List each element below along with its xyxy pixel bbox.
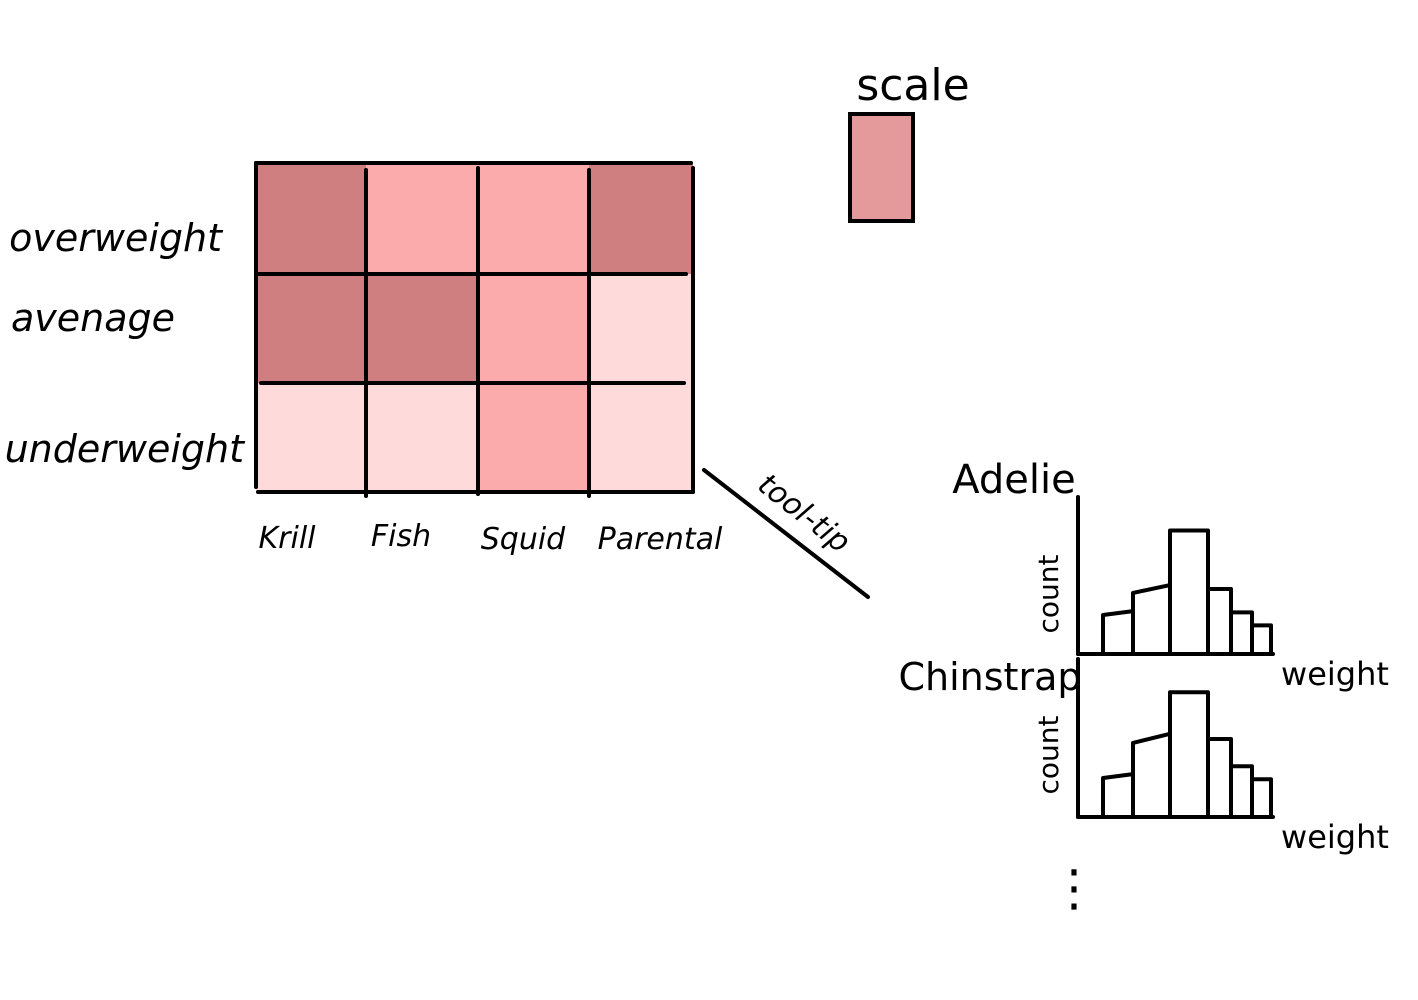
histogram-bar (1250, 623, 1273, 656)
scale-label: scale (856, 60, 969, 111)
histogram-xlabel-chinstrap: weight (1281, 818, 1389, 856)
heatmap: overweight avenage underweight Krill Fis… (5, 161, 723, 557)
col-label-fish: Fish (371, 519, 431, 554)
heatmap-cell-avenage-squid[interactable] (478, 274, 589, 383)
histogram-xlabel-adelie: weight (1281, 655, 1389, 693)
scale-legend: scale (848, 60, 970, 223)
heatmap-cell-avenage-parental[interactable] (589, 274, 693, 383)
histogram-bar (1206, 587, 1233, 656)
histogram-adelie: Adelie count weight (952, 457, 1389, 693)
heatmap-cell-overweight-parental[interactable] (589, 163, 693, 274)
tooltip-pointer-line (702, 468, 870, 599)
histogram-title-chinstrap: Chinstrap (899, 655, 1082, 699)
col-label-squid: Squid (481, 522, 566, 557)
scale-swatch (848, 112, 915, 223)
histogram-bar (1168, 690, 1210, 819)
row-label-average: avenage (11, 296, 175, 340)
histogram-chinstrap: Chinstrap count weight (899, 655, 1389, 856)
histogram-bar (1206, 737, 1233, 819)
histogram-bar (1168, 528, 1210, 656)
heatmap-cell-underweight-squid[interactable] (478, 383, 589, 492)
histogram-title-adelie: Adelie (952, 457, 1076, 503)
heatmap-cell-overweight-krill[interactable] (256, 163, 366, 274)
histogram-bar (1101, 609, 1135, 656)
heatmap-cell-overweight-squid[interactable] (478, 163, 589, 274)
histogram-bar (1229, 610, 1254, 656)
histogram-bar (1229, 764, 1254, 819)
heatmap-cell-underweight-parental[interactable] (589, 383, 693, 492)
more-items-ellipsis: ⋮ (1049, 859, 1099, 917)
row-label-underweight: underweight (5, 427, 247, 471)
histogram-bar (1131, 583, 1172, 656)
tooltip-annotation: tool-tip (702, 467, 870, 599)
histogram-bar (1250, 777, 1273, 819)
histogram-bar (1131, 731, 1172, 819)
heatmap-cell-avenage-krill[interactable] (256, 274, 366, 383)
row-label-overweight: overweight (9, 216, 224, 260)
heatmap-cell-underweight-fish[interactable] (366, 383, 478, 492)
col-label-krill: Krill (258, 521, 316, 556)
histogram-ylabel-chinstrap: count (1032, 715, 1065, 794)
heatmap-cell-underweight-krill[interactable] (256, 383, 366, 492)
col-label-parental: Parental (598, 522, 723, 557)
histogram-ylabel-adelie: count (1032, 554, 1065, 633)
heatmap-cell-overweight-fish[interactable] (366, 163, 478, 274)
heatmap-cell-avenage-fish[interactable] (366, 274, 478, 383)
histogram-bar (1101, 772, 1135, 819)
